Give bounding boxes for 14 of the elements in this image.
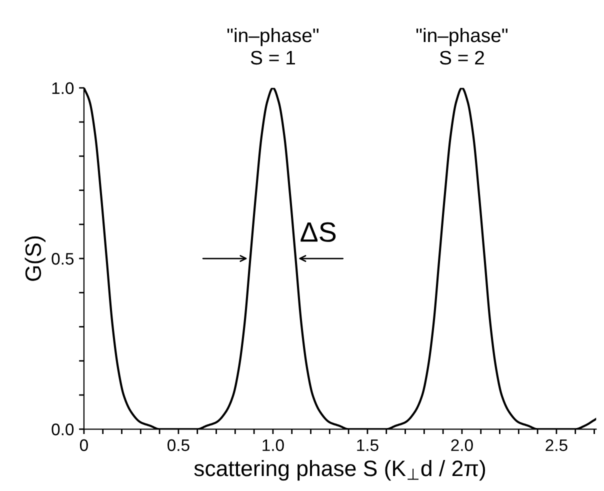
annotation: "in–phase" S = 1 — [227, 28, 318, 65]
x-tick-label: 2.0 — [451, 439, 473, 452]
x-tick-label: 0 — [80, 439, 88, 452]
x-tick-label: 0.5 — [168, 439, 190, 452]
x-tick-label: 2.5 — [546, 439, 568, 452]
x-tick-label: 1.5 — [357, 439, 378, 452]
annotation: "in–phase" S = 2 — [416, 28, 508, 65]
y-axis-title: G(S) — [24, 236, 46, 281]
annotation: ΔS — [300, 222, 336, 242]
y-tick-label: 1.0 — [52, 82, 74, 94]
x-tick-label: 1.0 — [262, 439, 284, 452]
x-axis-title: scattering phase S (K$_{⊥}$d / 2π) — [194, 460, 486, 481]
y-tick-label: 0.5 — [52, 252, 74, 265]
y-tick-label: 0.0 — [52, 424, 74, 436]
